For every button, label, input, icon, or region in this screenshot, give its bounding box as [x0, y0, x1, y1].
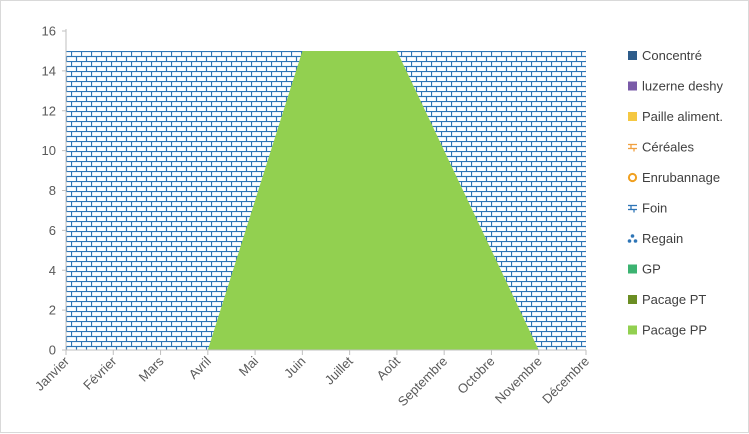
x-tick-label: Octobre — [454, 354, 497, 397]
legend-label: Regain — [642, 231, 683, 246]
legend-swatch — [628, 325, 637, 335]
legend-swatch — [628, 204, 637, 213]
y-tick-label: 16 — [42, 24, 56, 39]
legend-swatch — [627, 234, 638, 243]
legend-item: Céréales — [628, 140, 695, 155]
legend-item: Paille aliment. — [628, 109, 723, 124]
legend-swatch — [628, 81, 637, 91]
x-tick-label: Décembre — [539, 354, 592, 407]
legend-label: GP — [642, 262, 661, 277]
y-tick-label: 14 — [42, 63, 56, 78]
legend-swatch — [627, 172, 638, 183]
axis-layer — [62, 29, 587, 355]
legend-item: Foin — [628, 201, 667, 216]
legend-swatch — [628, 264, 637, 274]
x-tick-label: Mars — [136, 353, 167, 384]
legend-item: Pacage PT — [628, 292, 706, 307]
x-tick-label: Septembre — [395, 354, 451, 410]
y-tick-label: 6 — [49, 223, 56, 238]
legend-item: Enrubannage — [627, 170, 720, 185]
x-tick-label: Janvier — [32, 353, 73, 394]
legend-label: Paille aliment. — [642, 109, 723, 124]
y-tick-label: 4 — [49, 263, 56, 278]
y-tick-labels: 0 2 4 6 8 10 12 14 16 — [42, 24, 56, 358]
x-tick-label: Novembre — [492, 354, 545, 407]
legend-label: Pacage PT — [642, 292, 706, 307]
legend: Concentré luzerne deshy Paille aliment. Cér… — [627, 48, 723, 338]
legend-item: luzerne deshy — [628, 79, 723, 94]
x-tick-label: Juillet — [322, 353, 356, 387]
legend-item: GP — [628, 262, 661, 277]
x-tick-label: Février — [80, 353, 120, 393]
series-layer — [66, 50, 586, 350]
y-tick-label: 8 — [49, 183, 56, 198]
legend-label: Enrubannage — [642, 170, 720, 185]
legend-label: Céréales — [642, 140, 695, 155]
x-tick-label: Mai — [236, 353, 261, 378]
y-tick-label: 2 — [49, 303, 56, 318]
x-tick-labels: Janvier Février Mars Avril Mai Juin Juillet Aoû… — [32, 353, 592, 409]
legend-swatch — [628, 143, 637, 152]
legend-item: Pacage PP — [628, 323, 707, 338]
legend-label: luzerne deshy — [642, 79, 723, 94]
legend-item: Concentré — [628, 48, 702, 63]
x-tick-label: Août — [374, 353, 404, 383]
area-series-9 — [66, 50, 586, 350]
y-tick-label: 10 — [42, 143, 56, 158]
legend-swatch — [628, 51, 637, 60]
x-tick-label: Avril — [186, 353, 214, 381]
legend-swatch — [628, 112, 637, 121]
legend-label: Concentré — [642, 48, 702, 63]
legend-item: Regain — [627, 231, 683, 246]
legend-label: Pacage PP — [642, 323, 707, 338]
x-tick-label: Juin — [281, 354, 308, 381]
y-tick-label: 0 — [49, 343, 56, 358]
y-tick-label: 12 — [42, 103, 56, 118]
legend-swatch — [628, 295, 637, 304]
legend-label: Foin — [642, 201, 667, 216]
